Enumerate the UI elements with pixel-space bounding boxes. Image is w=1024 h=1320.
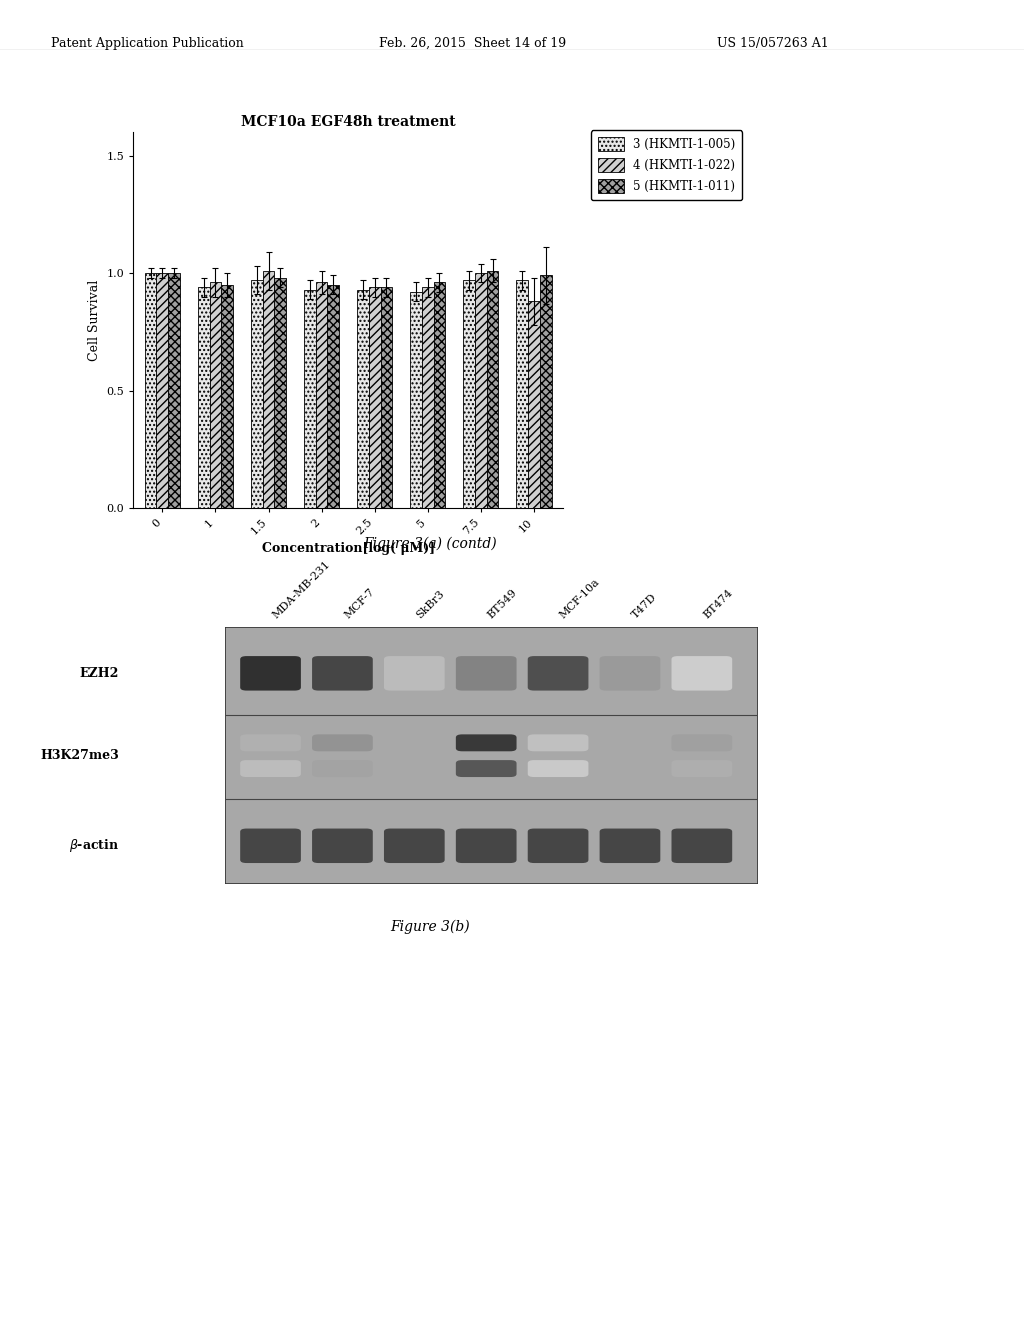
FancyBboxPatch shape (241, 734, 301, 751)
FancyBboxPatch shape (312, 760, 373, 777)
FancyBboxPatch shape (456, 734, 516, 751)
Bar (475, 273, 486, 508)
Bar (381, 288, 392, 508)
FancyBboxPatch shape (384, 829, 444, 863)
FancyBboxPatch shape (600, 829, 660, 863)
Bar (168, 273, 180, 508)
Text: T47D: T47D (630, 591, 658, 620)
FancyBboxPatch shape (527, 656, 589, 690)
Text: Figure 3(a) (contd): Figure 3(a) (contd) (364, 536, 497, 550)
FancyBboxPatch shape (312, 734, 373, 751)
Text: Patent Application Publication: Patent Application Publication (51, 37, 244, 50)
Text: MCF-7: MCF-7 (342, 586, 376, 620)
FancyBboxPatch shape (672, 734, 732, 751)
Text: Figure 3(b): Figure 3(b) (390, 919, 470, 933)
Bar (357, 289, 369, 508)
FancyBboxPatch shape (241, 656, 301, 690)
FancyBboxPatch shape (456, 760, 516, 777)
Text: BT474: BT474 (701, 587, 735, 620)
FancyBboxPatch shape (527, 829, 589, 863)
Bar (528, 301, 540, 508)
Bar (210, 282, 221, 508)
Bar (157, 273, 168, 508)
Bar (251, 280, 263, 508)
Title: MCF10a EGF48h treatment: MCF10a EGF48h treatment (241, 115, 456, 129)
Bar (422, 288, 433, 508)
Bar (433, 282, 445, 508)
Bar (328, 285, 339, 508)
FancyBboxPatch shape (527, 760, 589, 777)
Text: H3K27me3: H3K27me3 (40, 750, 119, 762)
Text: BT549: BT549 (486, 587, 519, 620)
FancyBboxPatch shape (456, 829, 516, 863)
FancyBboxPatch shape (600, 656, 660, 690)
Bar (369, 288, 381, 508)
Bar (540, 276, 552, 508)
Text: US 15/057263 A1: US 15/057263 A1 (717, 37, 828, 50)
FancyBboxPatch shape (312, 829, 373, 863)
FancyBboxPatch shape (672, 829, 732, 863)
Text: EZH2: EZH2 (80, 667, 119, 680)
Text: Feb. 26, 2015  Sheet 14 of 19: Feb. 26, 2015 Sheet 14 of 19 (379, 37, 566, 50)
Text: MDA-MB-231: MDA-MB-231 (270, 558, 332, 620)
Bar (315, 282, 328, 508)
FancyBboxPatch shape (312, 656, 373, 690)
FancyBboxPatch shape (672, 760, 732, 777)
FancyBboxPatch shape (456, 656, 516, 690)
FancyBboxPatch shape (672, 656, 732, 690)
Bar (274, 277, 286, 508)
X-axis label: Concentration[log( μM)]: Concentration[log( μM)] (261, 543, 435, 556)
Bar (263, 271, 274, 508)
Bar (411, 292, 422, 508)
Bar (198, 288, 210, 508)
Bar (221, 285, 232, 508)
Bar (144, 273, 157, 508)
Text: MCF-10a: MCF-10a (558, 577, 602, 620)
FancyBboxPatch shape (384, 656, 444, 690)
Bar (304, 289, 315, 508)
Bar (486, 271, 499, 508)
FancyBboxPatch shape (527, 734, 589, 751)
Legend: 3 (HKMTI-1-005), 4 (HKMTI-1-022), 5 (HKMTI-1-011): 3 (HKMTI-1-005), 4 (HKMTI-1-022), 5 (HKM… (591, 131, 742, 199)
Text: SkBr3: SkBr3 (415, 589, 446, 620)
Text: $\beta$-actin: $\beta$-actin (69, 837, 119, 854)
Y-axis label: Cell Survival: Cell Survival (88, 280, 100, 360)
Bar (464, 280, 475, 508)
FancyBboxPatch shape (241, 760, 301, 777)
FancyBboxPatch shape (241, 829, 301, 863)
Bar (516, 280, 528, 508)
